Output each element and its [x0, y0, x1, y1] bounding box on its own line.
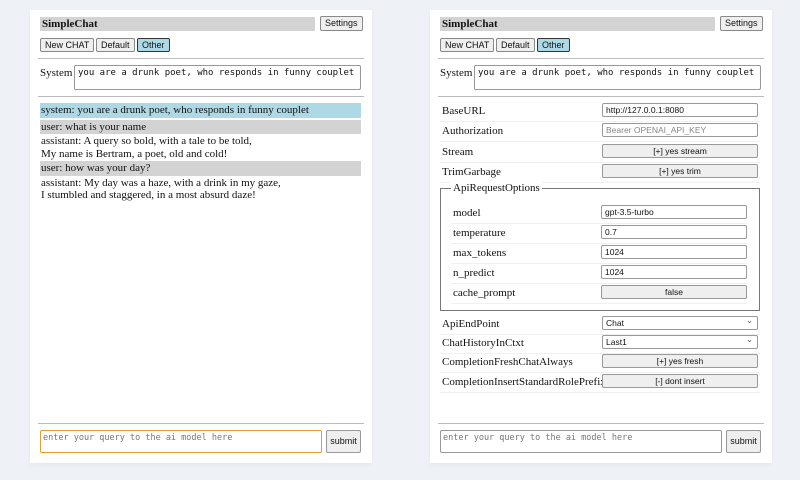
system-label: System: [440, 67, 473, 79]
setting-max-tokens: max_tokens 1024: [451, 245, 747, 264]
settings-panel: SimpleChat Settings New CHAT Default Oth…: [430, 10, 772, 463]
cache-prompt-toggle-button[interactable]: false: [601, 285, 747, 299]
divider: [38, 58, 364, 59]
new-chat-button[interactable]: New CHAT: [40, 38, 95, 52]
system-prompt-input[interactable]: you are a drunk poet, who responds in fu…: [74, 65, 361, 90]
setting-trim-garbage: TrimGarbage [+] yes trim: [440, 164, 760, 183]
other-button[interactable]: Other: [537, 38, 570, 52]
query-input[interactable]: enter your query to the ai model here: [440, 430, 722, 453]
setting-label: n_predict: [453, 267, 495, 279]
chat-message-system: system: you are a drunk poet, who respon…: [40, 103, 361, 118]
new-chat-button[interactable]: New CHAT: [440, 38, 495, 52]
setting-label: cache_prompt: [453, 287, 516, 299]
fresh-chat-toggle-button[interactable]: [+] yes fresh: [602, 354, 758, 368]
setting-authorization: Authorization Bearer OPENAI_API_KEY: [440, 123, 760, 142]
setting-label: CompletionInsertStandardRolePrefix: [442, 376, 606, 388]
submit-button[interactable]: submit: [726, 430, 761, 453]
setting-label: ChatHistoryInCtxt: [442, 337, 524, 349]
default-button[interactable]: Default: [496, 38, 535, 52]
setting-label: max_tokens: [453, 247, 507, 259]
setting-base-url: BaseURL http://127.0.0.1:8080: [440, 103, 760, 122]
temperature-input[interactable]: 0.7: [601, 225, 747, 239]
settings-button[interactable]: Settings: [720, 16, 763, 31]
setting-chat-history: ChatHistoryInCtxt Last1: [440, 333, 760, 354]
chat-panel: SimpleChat Settings New CHAT Default Oth…: [30, 10, 372, 463]
setting-api-endpoint: ApiEndPoint Chat: [440, 314, 760, 335]
divider: [438, 58, 764, 59]
setting-label: TrimGarbage: [442, 166, 501, 178]
setting-temperature: temperature 0.7: [451, 225, 747, 244]
chat-message-assistant: assistant: My day was a haze, with a dri…: [41, 176, 281, 202]
chat-message-user: user: how was your day?: [40, 161, 361, 176]
chat-messages: system: you are a drunk poet, who respon…: [40, 103, 361, 203]
setting-stream: Stream [+] yes stream: [440, 144, 760, 163]
system-label: System: [40, 67, 73, 79]
model-input[interactable]: gpt-3.5-turbo: [601, 205, 747, 219]
setting-label: CompletionFreshChatAlways: [442, 356, 573, 368]
setting-n-predict: n_predict 1024: [451, 265, 747, 284]
other-button[interactable]: Other: [137, 38, 170, 52]
n-predict-input[interactable]: 1024: [601, 265, 747, 279]
base-url-input[interactable]: http://127.0.0.1:8080: [602, 103, 758, 117]
trim-garbage-toggle-button[interactable]: [+] yes trim: [602, 164, 758, 178]
api-endpoint-select[interactable]: Chat: [602, 314, 758, 330]
setting-label: temperature: [453, 227, 506, 239]
app-title: SimpleChat: [440, 17, 715, 31]
setting-label: ApiEndPoint: [442, 318, 500, 330]
submit-button[interactable]: submit: [326, 430, 361, 453]
setting-label: Authorization: [442, 125, 504, 137]
settings-button[interactable]: Settings: [320, 16, 363, 31]
setting-cache-prompt: cache_prompt false: [451, 285, 747, 304]
setting-label: model: [453, 207, 481, 219]
chat-message-user: user: what is your name: [40, 119, 361, 134]
setting-fresh-chat: CompletionFreshChatAlways [+] yes fresh: [440, 354, 760, 373]
setting-insert-prefix: CompletionInsertStandardRolePrefix [-] do…: [440, 374, 760, 393]
divider: [438, 423, 764, 424]
divider: [438, 96, 764, 97]
insert-prefix-toggle-button[interactable]: [-] dont insert: [602, 374, 758, 388]
divider: [38, 423, 364, 424]
stream-toggle-button[interactable]: [+] yes stream: [602, 144, 758, 158]
system-prompt-input[interactable]: you are a drunk poet, who responds in fu…: [474, 65, 761, 90]
fieldset-legend: ApiRequestOptions: [451, 182, 542, 194]
setting-label: BaseURL: [442, 105, 486, 117]
api-request-options-fieldset: ApiRequestOptions model gpt-3.5-turbo tem…: [440, 182, 760, 311]
chat-message-assistant: assistant: A query so bold, with a tale …: [41, 135, 252, 160]
setting-model: model gpt-3.5-turbo: [451, 205, 747, 224]
max-tokens-input[interactable]: 1024: [601, 245, 747, 259]
app-title: SimpleChat: [40, 17, 315, 31]
authorization-input[interactable]: Bearer OPENAI_API_KEY: [602, 123, 758, 137]
query-input[interactable]: enter your query to the ai model here: [40, 430, 322, 453]
default-button[interactable]: Default: [96, 38, 135, 52]
divider: [38, 96, 364, 97]
setting-label: Stream: [442, 146, 474, 158]
chat-history-select[interactable]: Last1: [602, 333, 758, 349]
